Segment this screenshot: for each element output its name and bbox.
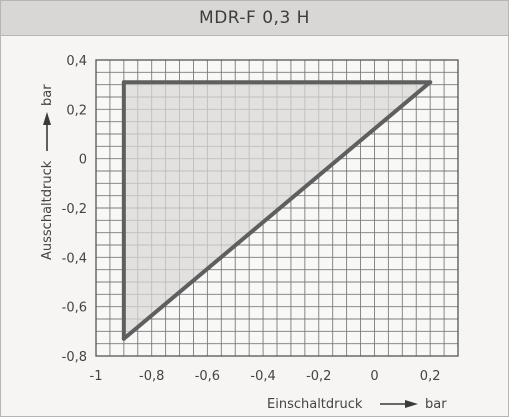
x-tick-labels: -1 -0,8 -0,6 -0,4 -0,2 0 0,2 [90, 369, 441, 384]
operating-region [121, 80, 433, 341]
y-tick-label: -0,6 [62, 301, 87, 316]
y-tick-label: -0,8 [62, 350, 87, 365]
y-tick-labels: -0,8 -0,6 -0,4 -0,2 0 0,2 0,4 [62, 54, 87, 365]
y-tick-label: 0,4 [66, 54, 87, 69]
plot-frame [95, 59, 459, 357]
y-tick-label: 0 [79, 153, 87, 168]
x-tick-label: -1 [90, 369, 103, 384]
region-diagonal-edge [121, 80, 433, 341]
chart-title: MDR-F 0,3 H [1, 1, 508, 36]
x-tick-label: 0,2 [420, 369, 441, 384]
plot-border [95, 59, 459, 357]
y-axis-arrow-head [43, 112, 51, 125]
x-axis-title: Einschaltdruck bar [267, 397, 447, 412]
y-tick-label: 0,2 [66, 103, 87, 118]
x-axis-unit: bar [425, 397, 447, 412]
y-tick-label: -0,4 [62, 251, 87, 266]
x-tick-label: 0 [370, 369, 378, 384]
x-tick-label: -0,8 [139, 369, 164, 384]
y-tick-label: -0,2 [62, 202, 87, 217]
x-tick-label: -0,2 [306, 369, 331, 384]
x-tick-label: -0,6 [195, 369, 220, 384]
x-tick-label: -0,4 [250, 369, 275, 384]
y-axis-label: Ausschaltdruck [40, 160, 55, 260]
y-axis-unit: bar [40, 84, 55, 106]
x-axis-label: Einschaltdruck [267, 397, 363, 412]
x-axis-arrow-head [405, 400, 418, 408]
y-axis-title: Ausschaltdruck bar [40, 84, 55, 260]
